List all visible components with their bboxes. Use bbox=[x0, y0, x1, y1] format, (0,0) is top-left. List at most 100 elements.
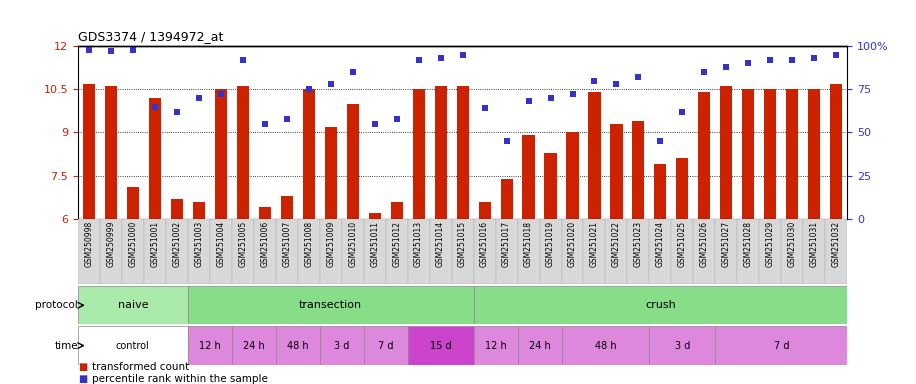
Bar bbox=[654, 164, 667, 219]
Bar bbox=[188, 286, 474, 324]
Point bbox=[191, 95, 206, 101]
Bar bbox=[78, 286, 188, 324]
Bar bbox=[100, 219, 122, 284]
Text: 24 h: 24 h bbox=[529, 341, 551, 351]
Bar bbox=[390, 202, 403, 219]
Bar bbox=[562, 326, 649, 365]
Point bbox=[323, 81, 338, 87]
Bar bbox=[518, 219, 540, 284]
Bar bbox=[188, 219, 210, 284]
Bar bbox=[474, 219, 496, 284]
Bar bbox=[566, 132, 579, 219]
Text: GSM251007: GSM251007 bbox=[282, 221, 291, 267]
Point bbox=[807, 55, 822, 61]
Text: time: time bbox=[54, 341, 78, 351]
Text: GDS3374 / 1394972_at: GDS3374 / 1394972_at bbox=[78, 30, 224, 43]
Text: 24 h: 24 h bbox=[243, 341, 265, 351]
Bar bbox=[346, 104, 359, 219]
Bar bbox=[364, 326, 408, 365]
Point bbox=[82, 46, 96, 53]
Bar bbox=[148, 98, 161, 219]
Bar bbox=[104, 86, 117, 219]
Point bbox=[653, 138, 668, 144]
Point bbox=[829, 52, 844, 58]
Point bbox=[675, 109, 690, 115]
Point bbox=[104, 48, 118, 55]
Bar bbox=[452, 219, 474, 284]
Text: GSM251005: GSM251005 bbox=[238, 221, 247, 267]
Text: GSM251000: GSM251000 bbox=[128, 221, 137, 267]
Text: GSM251024: GSM251024 bbox=[656, 221, 665, 267]
Bar bbox=[474, 326, 518, 365]
Bar bbox=[562, 219, 583, 284]
Bar bbox=[627, 219, 649, 284]
Bar bbox=[254, 219, 276, 284]
Bar bbox=[188, 326, 232, 365]
Text: GSM251012: GSM251012 bbox=[392, 221, 401, 267]
Text: ■: ■ bbox=[78, 362, 87, 372]
Text: 12 h: 12 h bbox=[199, 341, 221, 351]
Text: GSM251029: GSM251029 bbox=[766, 221, 775, 267]
Text: control: control bbox=[116, 341, 149, 351]
Bar bbox=[764, 89, 777, 219]
Point bbox=[213, 91, 228, 98]
Bar bbox=[676, 159, 689, 219]
Text: GSM251008: GSM251008 bbox=[304, 221, 313, 267]
Bar bbox=[715, 326, 847, 365]
Bar bbox=[456, 86, 469, 219]
Text: GSM251032: GSM251032 bbox=[832, 221, 841, 267]
Bar bbox=[280, 196, 293, 219]
Text: 3 d: 3 d bbox=[334, 341, 349, 351]
Bar bbox=[276, 219, 298, 284]
Text: GSM251025: GSM251025 bbox=[678, 221, 687, 267]
Bar bbox=[698, 92, 711, 219]
Text: GSM251031: GSM251031 bbox=[810, 221, 819, 267]
Bar bbox=[320, 326, 364, 365]
Bar bbox=[632, 121, 645, 219]
Bar bbox=[649, 326, 715, 365]
Point bbox=[587, 78, 602, 84]
Bar bbox=[166, 219, 188, 284]
Bar bbox=[232, 326, 276, 365]
Bar bbox=[434, 86, 447, 219]
Text: GSM251021: GSM251021 bbox=[590, 221, 599, 267]
Point bbox=[389, 116, 404, 122]
Bar bbox=[496, 219, 518, 284]
Text: 48 h: 48 h bbox=[287, 341, 309, 351]
Text: GSM251019: GSM251019 bbox=[546, 221, 555, 267]
Bar bbox=[693, 219, 715, 284]
Point bbox=[521, 98, 536, 104]
Text: transformed count: transformed count bbox=[92, 362, 189, 372]
Bar bbox=[759, 219, 781, 284]
Text: crush: crush bbox=[645, 300, 676, 310]
Bar bbox=[671, 219, 693, 284]
Text: ■: ■ bbox=[78, 374, 87, 384]
Bar bbox=[408, 326, 474, 365]
Bar bbox=[386, 219, 408, 284]
Bar bbox=[320, 219, 342, 284]
Point bbox=[433, 55, 448, 61]
Bar bbox=[258, 207, 271, 219]
Text: GSM251004: GSM251004 bbox=[216, 221, 225, 267]
Text: 12 h: 12 h bbox=[485, 341, 507, 351]
Point bbox=[455, 52, 470, 58]
Bar bbox=[720, 86, 733, 219]
Bar bbox=[808, 89, 821, 219]
Text: GSM251022: GSM251022 bbox=[612, 221, 621, 267]
Bar bbox=[144, 219, 166, 284]
Text: GSM251006: GSM251006 bbox=[260, 221, 269, 267]
Point bbox=[785, 57, 800, 63]
Bar bbox=[368, 213, 381, 219]
Point bbox=[147, 104, 162, 110]
Bar bbox=[605, 219, 627, 284]
Bar bbox=[803, 219, 825, 284]
Bar bbox=[408, 219, 430, 284]
Text: transection: transection bbox=[300, 300, 362, 310]
Point bbox=[235, 57, 250, 63]
Bar bbox=[518, 326, 562, 365]
Text: 15 d: 15 d bbox=[430, 341, 452, 351]
Point bbox=[125, 46, 140, 53]
Text: GSM251026: GSM251026 bbox=[700, 221, 709, 267]
Point bbox=[411, 57, 426, 63]
Point bbox=[719, 64, 734, 70]
